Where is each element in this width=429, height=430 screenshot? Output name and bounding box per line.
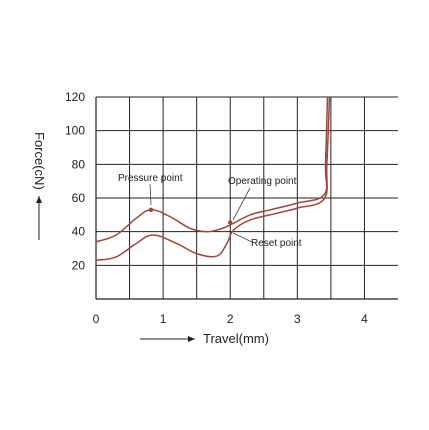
tick-labels: 0 1 2 3 4 20 40 60 80 100 120 xyxy=(65,90,368,326)
series-lines xyxy=(95,96,331,262)
annotation-leader xyxy=(232,232,253,243)
annotation-marker xyxy=(148,207,154,212)
annotation-marker xyxy=(228,220,233,225)
series-line-2 xyxy=(95,96,331,262)
annotation-label: Pressure point xyxy=(118,173,183,184)
x-axis-label: Travel(mm) xyxy=(203,331,269,346)
x-tick-label: 0 xyxy=(93,312,100,326)
y-tick-label: 40 xyxy=(72,225,86,239)
y-tick-label: 120 xyxy=(65,90,85,104)
y-tick-label: 80 xyxy=(72,157,86,171)
y-tick-label: 60 xyxy=(72,191,86,205)
annotations: Pressure point Operating point Reset point xyxy=(118,173,302,249)
grid xyxy=(96,96,398,299)
x-tick-label: 2 xyxy=(227,312,234,326)
y-axis-label: Force(cN) xyxy=(32,132,47,190)
annotation-leader xyxy=(149,183,152,206)
series-line-1 xyxy=(95,96,329,243)
annotation-label: Reset point xyxy=(251,238,302,249)
y-tick-label: 20 xyxy=(72,258,86,272)
annotation-label: Operating point xyxy=(228,176,297,187)
x-tick-label: 1 xyxy=(160,312,167,326)
annotation-leader xyxy=(232,187,251,221)
x-tick-label: 3 xyxy=(294,312,301,326)
y-tick-label: 100 xyxy=(65,124,85,138)
axes xyxy=(95,97,398,300)
x-tick-label: 4 xyxy=(361,312,368,326)
